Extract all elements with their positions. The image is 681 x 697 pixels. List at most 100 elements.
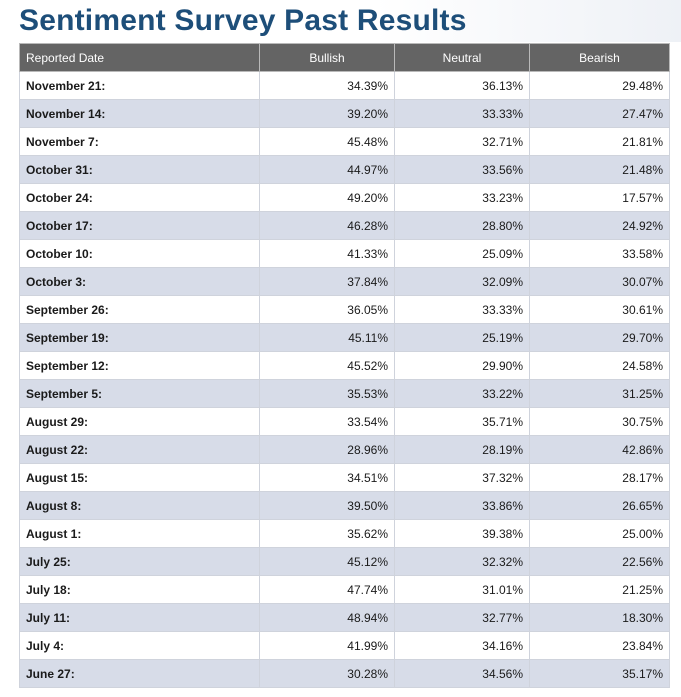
reported-date-cell: November 7: [19, 127, 260, 156]
table-row: June 27: 30.28% 34.56% 35.17% [19, 659, 670, 688]
table-row: September 5: 35.53% 33.22% 31.25% [19, 379, 670, 408]
neutral-cell: 25.19% [394, 323, 530, 352]
column-header-reported-date[interactable]: Reported Date [19, 43, 260, 72]
bullish-cell: 44.97% [259, 155, 395, 184]
reported-date-cell: August 15: [19, 463, 260, 492]
reported-date-cell: August 8: [19, 491, 260, 520]
bullish-cell: 41.33% [259, 239, 395, 268]
neutral-cell: 32.32% [394, 547, 530, 576]
neutral-cell: 37.32% [394, 463, 530, 492]
bullish-cell: 49.20% [259, 183, 395, 212]
bullish-cell: 35.53% [259, 379, 395, 408]
bearish-cell: 21.48% [529, 155, 670, 184]
bullish-cell: 37.84% [259, 267, 395, 296]
table-row: November 7: 45.48% 32.71% 21.81% [19, 127, 670, 156]
table-row: August 8: 39.50% 33.86% 26.65% [19, 491, 670, 520]
reported-date-cell: August 22: [19, 435, 260, 464]
table-row: July 4: 41.99% 34.16% 23.84% [19, 631, 670, 660]
bearish-cell: 21.81% [529, 127, 670, 156]
neutral-cell: 34.56% [394, 659, 530, 688]
table-header-row: Reported Date Bullish Neutral Bearish [19, 43, 670, 72]
neutral-cell: 31.01% [394, 575, 530, 604]
neutral-cell: 32.77% [394, 603, 530, 632]
neutral-cell: 33.33% [394, 295, 530, 324]
neutral-cell: 34.16% [394, 631, 530, 660]
neutral-cell: 39.38% [394, 519, 530, 548]
neutral-cell: 29.90% [394, 351, 530, 380]
table-body: November 21: 34.39% 36.13% 29.48% November 1… [19, 71, 670, 688]
bearish-cell: 28.17% [529, 463, 670, 492]
column-header-bullish[interactable]: Bullish [259, 43, 395, 72]
bullish-cell: 46.28% [259, 211, 395, 240]
neutral-cell: 35.71% [394, 407, 530, 436]
neutral-cell: 33.22% [394, 379, 530, 408]
bearish-cell: 29.70% [529, 323, 670, 352]
bearish-cell: 25.00% [529, 519, 670, 548]
table-row: July 18: 47.74% 31.01% 21.25% [19, 575, 670, 604]
neutral-cell: 28.80% [394, 211, 530, 240]
bearish-cell: 30.61% [529, 295, 670, 324]
table-row: August 29: 33.54% 35.71% 30.75% [19, 407, 670, 436]
table-row: October 31: 44.97% 33.56% 21.48% [19, 155, 670, 184]
bullish-cell: 33.54% [259, 407, 395, 436]
reported-date-cell: September 5: [19, 379, 260, 408]
table-row: October 24: 49.20% 33.23% 17.57% [19, 183, 670, 212]
sentiment-results-table: Reported Date Bullish Neutral Bearish No… [19, 43, 670, 688]
bearish-cell: 23.84% [529, 631, 670, 660]
bearish-cell: 22.56% [529, 547, 670, 576]
bullish-cell: 45.48% [259, 127, 395, 156]
table-row: October 3: 37.84% 32.09% 30.07% [19, 267, 670, 296]
table-row: July 11: 48.94% 32.77% 18.30% [19, 603, 670, 632]
bearish-cell: 30.07% [529, 267, 670, 296]
bullish-cell: 28.96% [259, 435, 395, 464]
bullish-cell: 48.94% [259, 603, 395, 632]
bearish-cell: 26.65% [529, 491, 670, 520]
table-row: July 25: 45.12% 32.32% 22.56% [19, 547, 670, 576]
bearish-cell: 31.25% [529, 379, 670, 408]
reported-date-cell: June 27: [19, 659, 260, 688]
neutral-cell: 25.09% [394, 239, 530, 268]
table-row: August 1: 35.62% 39.38% 25.00% [19, 519, 670, 548]
bullish-cell: 47.74% [259, 575, 395, 604]
bullish-cell: 36.05% [259, 295, 395, 324]
bullish-cell: 45.12% [259, 547, 395, 576]
neutral-cell: 36.13% [394, 71, 530, 100]
title-bar: Sentiment Survey Past Results [0, 0, 681, 42]
table-row: October 10: 41.33% 25.09% 33.58% [19, 239, 670, 268]
table-row: September 26: 36.05% 33.33% 30.61% [19, 295, 670, 324]
bearish-cell: 35.17% [529, 659, 670, 688]
neutral-cell: 32.71% [394, 127, 530, 156]
bullish-cell: 34.51% [259, 463, 395, 492]
neutral-cell: 32.09% [394, 267, 530, 296]
reported-date-cell: July 11: [19, 603, 260, 632]
bearish-cell: 42.86% [529, 435, 670, 464]
bearish-cell: 17.57% [529, 183, 670, 212]
bearish-cell: 24.92% [529, 211, 670, 240]
table-row: September 19: 45.11% 25.19% 29.70% [19, 323, 670, 352]
reported-date-cell: September 12: [19, 351, 260, 380]
bearish-cell: 30.75% [529, 407, 670, 436]
bullish-cell: 39.20% [259, 99, 395, 128]
bearish-cell: 24.58% [529, 351, 670, 380]
bullish-cell: 45.11% [259, 323, 395, 352]
column-header-bearish[interactable]: Bearish [529, 43, 670, 72]
bearish-cell: 21.25% [529, 575, 670, 604]
neutral-cell: 33.23% [394, 183, 530, 212]
reported-date-cell: November 21: [19, 71, 260, 100]
reported-date-cell: July 18: [19, 575, 260, 604]
reported-date-cell: September 19: [19, 323, 260, 352]
reported-date-cell: October 3: [19, 267, 260, 296]
table-row: October 17: 46.28% 28.80% 24.92% [19, 211, 670, 240]
neutral-cell: 33.33% [394, 99, 530, 128]
column-header-neutral[interactable]: Neutral [394, 43, 530, 72]
reported-date-cell: October 17: [19, 211, 260, 240]
neutral-cell: 33.56% [394, 155, 530, 184]
reported-date-cell: August 29: [19, 407, 260, 436]
neutral-cell: 28.19% [394, 435, 530, 464]
neutral-cell: 33.86% [394, 491, 530, 520]
reported-date-cell: July 4: [19, 631, 260, 660]
table-row: September 12: 45.52% 29.90% 24.58% [19, 351, 670, 380]
reported-date-cell: November 14: [19, 99, 260, 128]
reported-date-cell: October 24: [19, 183, 260, 212]
reported-date-cell: October 31: [19, 155, 260, 184]
